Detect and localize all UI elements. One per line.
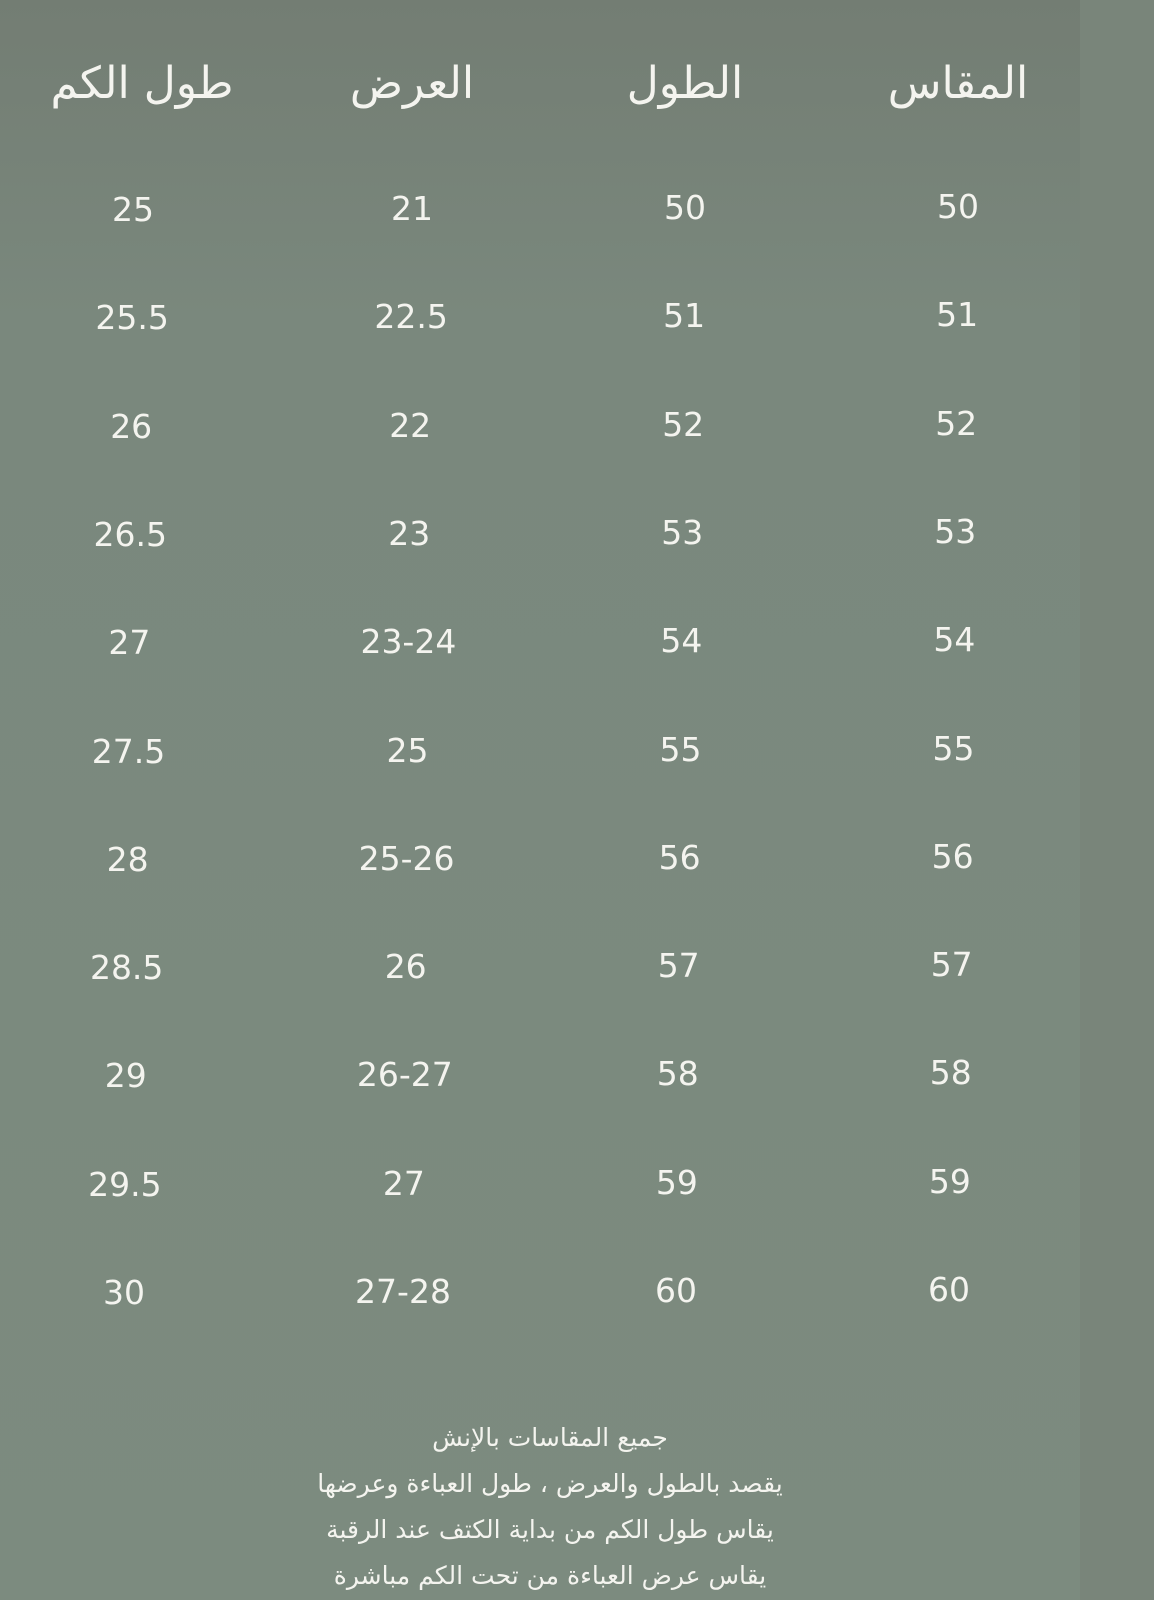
cell-length: 51 — [663, 296, 706, 336]
cell-size: 53 — [934, 511, 977, 551]
header-width: العرض — [349, 58, 475, 109]
cell-sleeve-length: 29.5 — [88, 1164, 162, 1204]
header-sleeve-length: طول الكم — [50, 58, 234, 109]
cell-length: 60 — [655, 1271, 697, 1310]
cell-length: 54 — [660, 621, 703, 661]
size-notes: جميع المقاسات بالإنش يقصد بالطول والعرض … — [0, 1415, 1100, 1599]
header-length: الطول — [626, 58, 744, 109]
cell-sleeve-length: 27.5 — [91, 731, 166, 771]
cell-length: 59 — [655, 1162, 698, 1202]
background-strip — [1080, 0, 1154, 1600]
cell-length: 55 — [659, 729, 702, 769]
cell-length: 56 — [658, 837, 701, 877]
cell-sleeve-length: 25.5 — [95, 298, 169, 338]
cell-length: 57 — [657, 946, 700, 986]
cell-size: 60 — [928, 1270, 970, 1309]
note-line: جميع المقاسات بالإنش — [432, 1423, 668, 1452]
cell-sleeve-length: 26 — [110, 406, 153, 446]
cell-size: 59 — [928, 1161, 971, 1201]
cell-width: 27 — [382, 1163, 425, 1203]
cell-sleeve-length: 30 — [103, 1273, 145, 1312]
cell-width: 25-26 — [358, 838, 455, 878]
cell-size: 56 — [931, 836, 974, 876]
cell-size: 51 — [936, 295, 979, 335]
cell-size: 55 — [932, 728, 975, 768]
note-line: يقاس عرض العباءة من تحت الكم مباشرة — [333, 1561, 767, 1590]
cell-sleeve-length: 29 — [104, 1056, 147, 1096]
cell-width: 21 — [391, 189, 433, 228]
cell-sleeve-length: 26.5 — [93, 514, 168, 554]
cell-sleeve-length: 28 — [106, 839, 149, 879]
cell-length: 50 — [664, 188, 706, 227]
cell-length: 58 — [656, 1054, 699, 1094]
cell-width: 22.5 — [374, 297, 448, 337]
cell-width: 25 — [386, 730, 429, 770]
cell-size: 54 — [933, 620, 976, 660]
cell-width: 23 — [388, 513, 431, 553]
cell-length: 53 — [661, 512, 704, 552]
cell-width: 26-27 — [356, 1055, 453, 1095]
header-size: المقاس — [887, 58, 1029, 109]
cell-sleeve-length: 27 — [108, 623, 151, 663]
cell-width: 27-28 — [355, 1272, 451, 1311]
cell-width: 23-24 — [360, 622, 457, 662]
cell-length: 52 — [662, 404, 705, 444]
note-line: يقاس طول الكم من بداية الكتف عند الرقبة — [326, 1515, 774, 1544]
note-line: يقصد بالطول والعرض ، طول العباءة وعرضها — [317, 1469, 783, 1498]
cell-size: 52 — [935, 403, 978, 443]
cell-size: 50 — [937, 187, 979, 226]
cell-sleeve-length: 25 — [112, 190, 154, 229]
cell-width: 22 — [389, 405, 432, 445]
cell-sleeve-length: 28.5 — [89, 948, 164, 988]
cell-size: 58 — [929, 1053, 972, 1093]
cell-width: 26 — [384, 947, 427, 987]
cell-size: 57 — [930, 945, 973, 985]
